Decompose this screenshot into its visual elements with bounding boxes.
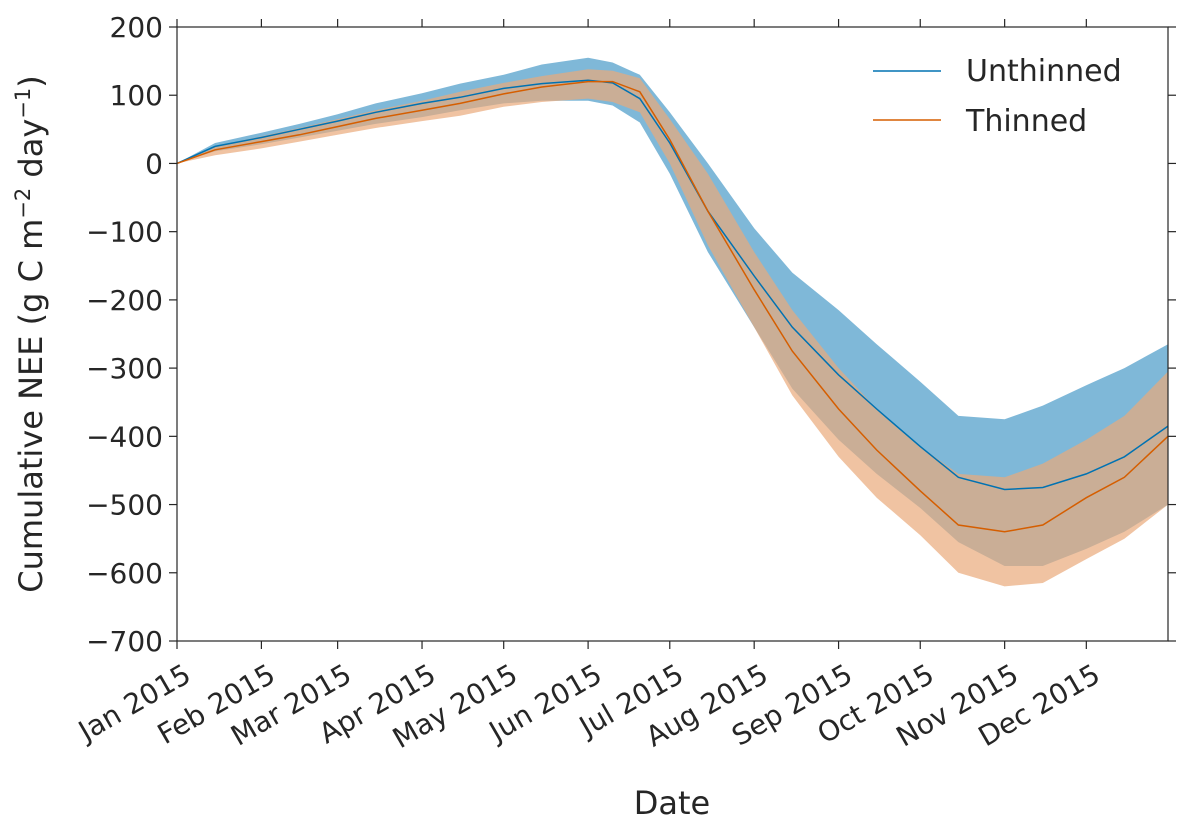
y-axis-label-mid: day [12,119,50,188]
plot-frame [176,26,1169,642]
y-tick-label: −700 [86,625,163,658]
y-axis-label: Cumulative NEE (g C m−2 day−1) [11,75,50,592]
band-layer [177,57,1168,587]
band-unthinned [177,57,1168,566]
y-tick-label: −200 [86,284,163,317]
y-axis-label-sup2: −1 [11,88,35,119]
legend-label-unthinned: Unthinned [966,54,1122,89]
y-tick-label: −300 [86,352,163,385]
x-axis-label: Date [634,784,710,822]
y-axis-label-sup1: −2 [11,188,35,219]
y-tick-label: 0 [145,147,163,180]
y-tick-label: 200 [110,11,163,44]
legend: Unthinned Thinned [873,54,1122,139]
y-axis-label-end: ) [12,75,50,87]
y-axis: 200 100 0 −100 −200 −300 −400 −500 −600 −700 [86,11,1176,658]
y-tick-label: 100 [110,79,163,112]
legend-label-thinned: Thinned [965,104,1087,139]
y-tick-label: −100 [86,216,163,249]
line-layer [176,79,1169,533]
y-axis-label-main: Cumulative NEE (g C m [12,219,50,593]
y-tick-label: −500 [86,489,163,522]
series-line-unthinned [176,79,1169,491]
y-tick-label: −400 [86,420,163,453]
series-line-thinned [176,80,1169,533]
y-tick-label: −600 [86,557,163,590]
band-thinned [177,69,1168,587]
